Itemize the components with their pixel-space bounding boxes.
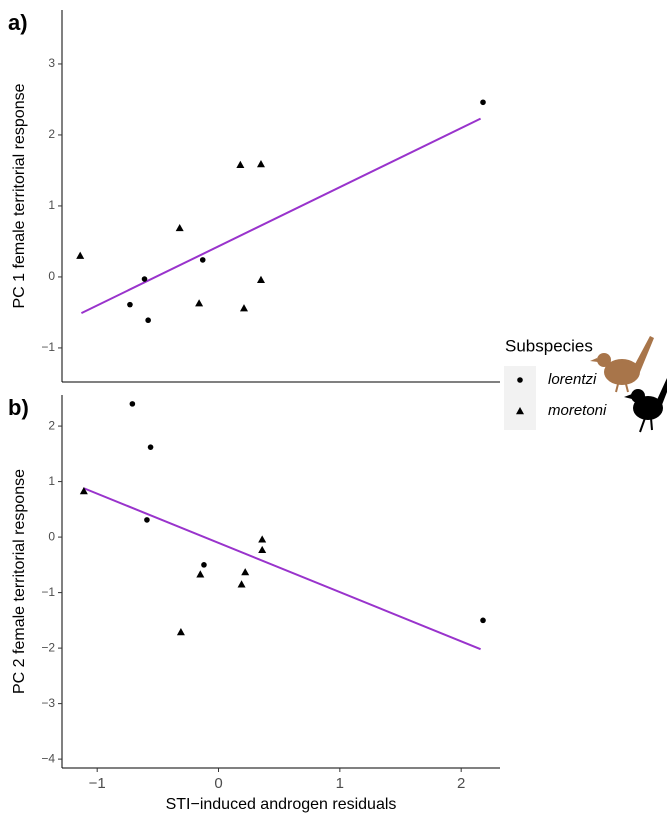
point-triangle (195, 299, 204, 307)
point-circle (129, 401, 136, 407)
point-circle (480, 617, 486, 624)
point-triangle (176, 628, 185, 636)
point-circle (144, 517, 150, 523)
y-tick-label: −4 (41, 751, 55, 765)
point-triangle (258, 535, 267, 543)
wren-icon (590, 336, 654, 393)
point-triangle (256, 160, 265, 168)
point-triangle (239, 304, 248, 312)
y-axis-label: PC 2 female territorial response (11, 469, 28, 694)
point-circle (147, 444, 154, 450)
point-triangle (196, 570, 205, 578)
legend-label: moretoni (548, 402, 607, 419)
point-circle (127, 301, 133, 308)
point-circle (201, 562, 207, 568)
point-triangle (516, 407, 524, 415)
y-tick-label: 0 (48, 269, 55, 283)
x-axis-label: STI−induced androgen residuals (166, 796, 397, 813)
x-tick-label: −1 (89, 775, 106, 792)
point-circle (517, 377, 523, 383)
point-triangle (258, 545, 267, 554)
panel-label: a) (8, 10, 28, 35)
y-tick-label: 2 (48, 127, 55, 141)
y-tick-label: −3 (41, 696, 55, 710)
x-tick-label: 2 (457, 775, 465, 792)
point-triangle (175, 223, 184, 232)
point-triangle (236, 160, 245, 168)
fit-line (80, 117, 482, 315)
point-circle (480, 99, 486, 106)
x-tick-label: 0 (214, 775, 222, 792)
point-triangle (237, 580, 246, 588)
point-circle (141, 276, 148, 282)
y-axis-label: PC 1 female territorial response (11, 83, 28, 308)
x-tick-label: 1 (336, 775, 344, 792)
point-triangle (76, 251, 85, 259)
legend-key-bg (504, 366, 536, 430)
y-tick-label: −2 (41, 640, 55, 654)
y-tick-label: 1 (48, 474, 55, 488)
point-circle (199, 257, 206, 263)
blackbird-icon (624, 378, 667, 433)
y-tick-label: 3 (48, 56, 55, 70)
legend-title: Subspecies (505, 336, 593, 355)
y-tick-label: 1 (48, 198, 55, 212)
y-tick-label: −1 (41, 340, 55, 354)
panel-label: b) (8, 395, 29, 420)
point-circle (145, 317, 151, 324)
legend-label: lorentzi (548, 371, 597, 388)
y-tick-label: 2 (48, 418, 55, 432)
point-triangle (256, 275, 265, 283)
point-triangle (241, 568, 250, 576)
fit-line (83, 487, 481, 651)
y-tick-label: 0 (48, 529, 55, 543)
point-triangle (79, 487, 88, 495)
y-tick-label: −1 (41, 585, 55, 599)
